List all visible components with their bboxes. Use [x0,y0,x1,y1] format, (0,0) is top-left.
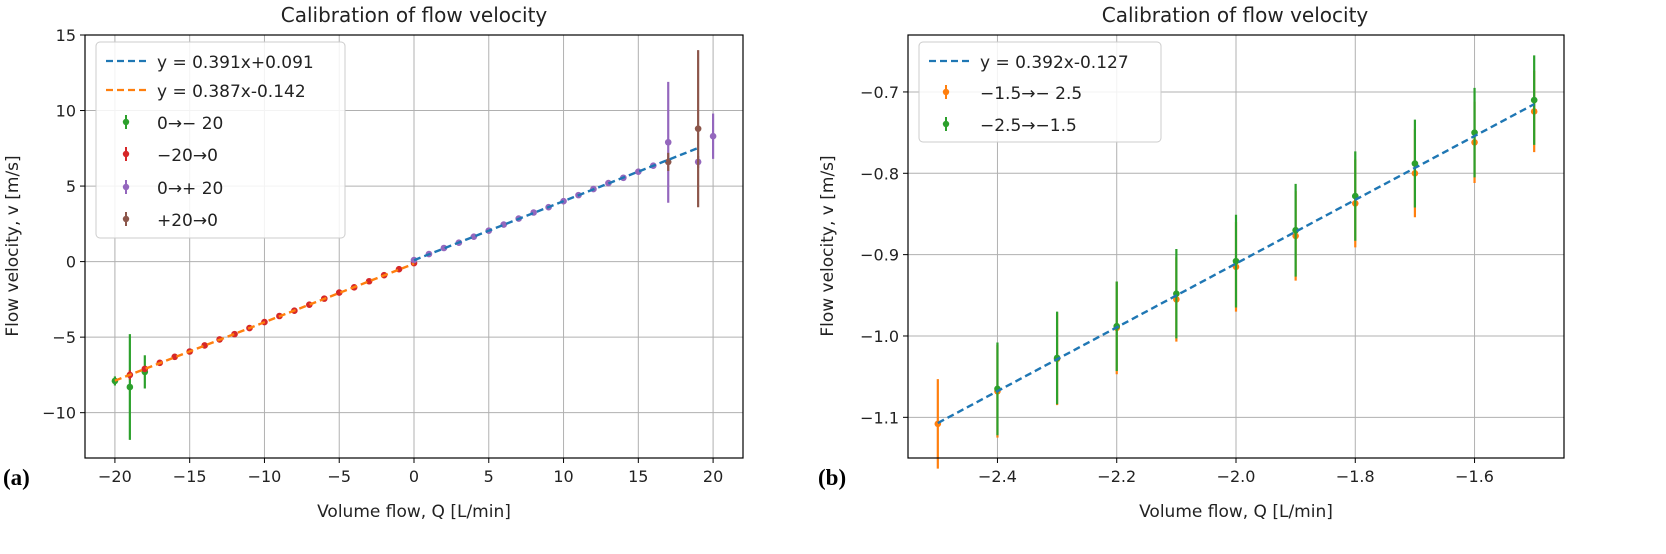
legend-series-label: 0→+ 20 [157,179,223,199]
chart-title: Calibration of flow velocity [281,3,548,27]
x-tick-label: −15 [173,467,207,486]
x-tick-label: 10 [553,467,573,486]
legend-series-marker [122,212,130,226]
data-point [1530,96,1538,104]
y-tick-label: 15 [56,26,76,45]
x-tick-label: −2.4 [978,467,1017,486]
x-tick-label: −10 [248,467,282,486]
y-tick-label: −1.0 [860,327,899,346]
x-tick-label: −1.6 [1455,467,1494,486]
x-axis-label: Volume flow, Q [L/min] [317,502,511,522]
y-tick-label: −0.7 [860,83,899,102]
chart-panel-b: Calibration of flow velocity −2.4 −2.2 −2.… [818,3,1565,522]
legend-frame [918,41,1162,143]
panel-label: (b) [818,465,846,490]
plot-frame [84,34,744,459]
y-tick-label: −10 [42,404,76,423]
legend-series-marker [942,117,950,131]
data-point [664,138,672,146]
y-axis-ticks: −10 −5 0 5 10 15 [42,26,85,423]
x-axis-ticks: −20 −15 −10 −5 0 5 10 15 20 [98,458,723,486]
y-tick-label: −0.9 [860,246,899,265]
legend-series-label: 0→− 20 [157,114,223,134]
plot-area [111,50,717,440]
legend: y = 0.391x+0.091 y = 0.387x-0.142 0→− 20… [95,41,346,239]
legend: y = 0.392x-0.127 −1.5→− 2.5 −2.5→−1.5 [918,41,1162,143]
legend-frame [95,41,346,239]
y-tick-label: 5 [66,177,76,196]
legend-fit-line-label: y = 0.392x-0.127 [980,53,1129,73]
x-tick-label: 20 [703,467,723,486]
chart-title: Calibration of flow velocity [1102,3,1369,27]
data-point [709,132,717,140]
legend-series-marker [942,85,950,99]
fit-line [937,103,1535,425]
y-tick-label: −1.1 [860,408,899,427]
plot-frame [907,34,1565,459]
legend-series-label: −20→0 [157,146,218,166]
legend-series-marker [122,180,130,194]
data-point [664,158,672,166]
y-tick-label: 10 [56,102,76,121]
x-tick-label: −5 [327,467,351,486]
y-tick-label: −5 [52,328,76,347]
legend-fit-line-label: y = 0.387x-0.142 [157,82,306,102]
legend-series-label: −2.5→−1.5 [980,116,1077,136]
legend-series-marker [122,115,130,129]
y-axis-label: Flow velocity, v [m/s] [818,155,838,336]
data-point [335,289,343,296]
x-tick-label: −2.2 [1097,467,1136,486]
data-point [694,125,702,132]
x-tick-label: −20 [98,467,132,486]
x-axis-ticks: −2.4 −2.2 −2.0 −1.8 −1.6 [978,458,1494,486]
data-point [171,353,179,361]
x-tick-label: −1.8 [1336,467,1375,486]
y-axis-ticks: −1.1 −1.0 −0.9 −0.8 −0.7 [860,83,908,427]
grid [85,34,743,458]
legend-series-marker [122,147,130,161]
x-axis-label: Volume flow, Q [L/min] [1139,502,1333,522]
legend-fit-line-label: y = 0.391x+0.091 [157,53,314,73]
data-point [126,383,134,391]
plot-area [934,55,1538,469]
y-tick-label: 0 [66,253,76,272]
y-axis-label: Flow velocity, v [m/s] [3,155,23,336]
x-tick-label: −2.0 [1217,467,1256,486]
chart-panel-a: Calibration of flow velocity −20 −15 −10 −5… [3,3,744,522]
fit-line [114,262,415,382]
y-tick-label: −0.8 [860,164,899,183]
fit-line [413,146,699,262]
panel-label: (a) [3,465,30,490]
legend-series-label: +20→0 [157,211,218,231]
x-tick-label: 15 [628,467,648,486]
legend-series-label: −1.5→− 2.5 [980,84,1082,104]
x-tick-label: 0 [409,467,419,486]
x-tick-label: 5 [484,467,494,486]
data-point [440,244,448,252]
data-point [1232,257,1240,265]
data-point [1411,160,1419,167]
